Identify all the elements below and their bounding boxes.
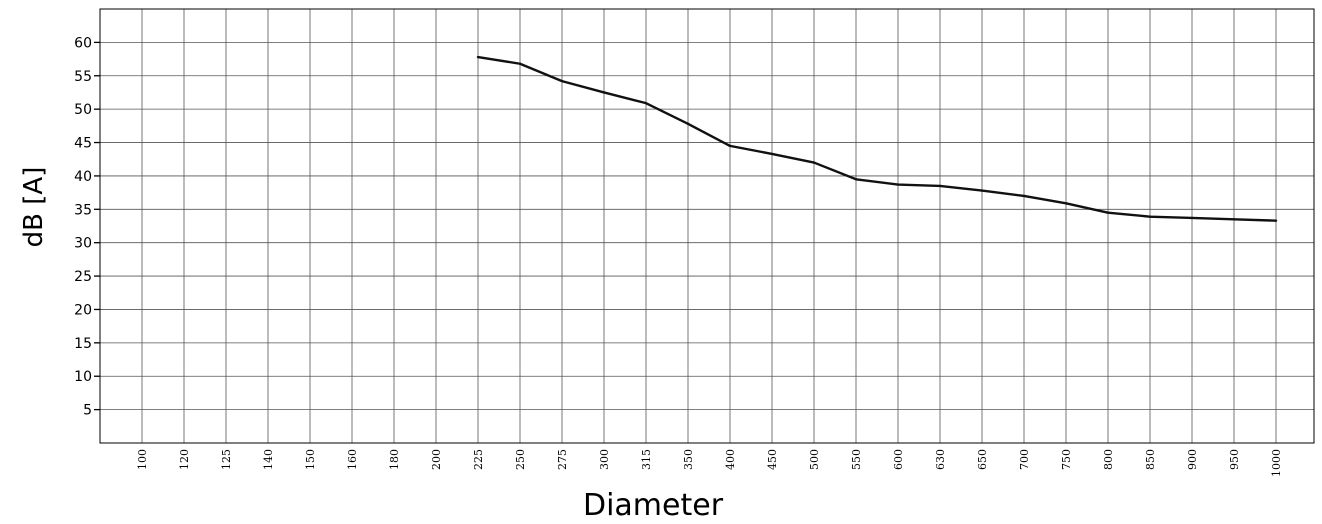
plot-frame (99, 8, 1315, 444)
x-tick-label: 800 (1102, 449, 1115, 470)
x-tick-label: 100 (136, 449, 149, 470)
x-tick-label: 315 (640, 449, 653, 470)
y-tick-label: 30 (74, 236, 92, 252)
x-tick-label: 140 (262, 449, 275, 470)
data-point (896, 183, 900, 186)
grid-lines (100, 9, 1314, 443)
x-tick-label: 160 (346, 449, 359, 470)
y-tick-label: 50 (74, 102, 92, 118)
data-point (560, 79, 564, 83)
data-point (1064, 202, 1068, 205)
data-point (980, 189, 984, 192)
x-tick-label: 400 (724, 449, 737, 470)
data-point (686, 122, 690, 126)
x-tick-label: 225 (472, 449, 485, 470)
y-axis-ticks: 5 10 15 20 25 30 35 40 45 50 55 60 (74, 35, 100, 419)
series-line (477, 55, 1277, 222)
x-tick-label: 550 (850, 449, 863, 470)
x-tick-label: 630 (934, 449, 947, 470)
x-tick-label: 700 (1018, 449, 1031, 470)
x-tick-label: 250 (514, 449, 527, 470)
data-point (476, 55, 480, 59)
y-tick-label: 55 (74, 69, 92, 85)
y-tick-label: 5 (83, 403, 92, 419)
y-tick-label: 60 (74, 35, 92, 51)
y-tick-label: 25 (74, 269, 92, 285)
x-tick-label: 750 (1060, 449, 1073, 470)
series-group (476, 55, 1278, 222)
data-point (518, 62, 522, 65)
data-point (854, 178, 858, 181)
data-point (938, 184, 942, 188)
data-point (1274, 219, 1278, 222)
data-point (602, 91, 606, 94)
x-tick-label: 180 (388, 449, 401, 470)
x-tick-label: 200 (430, 449, 443, 470)
x-tick-label: 120 (178, 449, 191, 470)
y-tick-label: 45 (74, 136, 92, 152)
y-tick-label: 15 (74, 336, 92, 352)
data-point (1022, 194, 1026, 198)
x-tick-label: 950 (1228, 449, 1241, 470)
y-tick-label: 35 (74, 202, 92, 218)
data-point (1190, 216, 1194, 220)
x-axis-ticks: 100 120 125 140 150 160 180 200 225 250 275 300 315 3… (136, 449, 1283, 477)
x-tick-label: 600 (892, 449, 905, 470)
x-tick-label: 450 (766, 449, 779, 470)
y-axis-title: dB [A] (19, 167, 49, 248)
data-point (812, 161, 816, 164)
x-tick-label: 500 (808, 449, 821, 470)
x-tick-label: 300 (598, 449, 611, 470)
x-tick-label: 125 (220, 449, 233, 470)
y-tick-label: 40 (74, 169, 92, 185)
data-point (1106, 211, 1110, 214)
data-point (728, 144, 732, 148)
x-tick-label: 850 (1144, 449, 1157, 470)
x-tick-label: 650 (976, 449, 989, 470)
data-point (644, 101, 648, 105)
x-tick-label: 150 (304, 449, 317, 470)
x-axis-title: Diameter (583, 488, 724, 523)
x-tick-label: 350 (682, 449, 695, 470)
data-point (1148, 215, 1152, 218)
data-point (1232, 218, 1236, 221)
x-tick-label: 275 (556, 449, 569, 470)
y-tick-label: 10 (74, 369, 92, 385)
x-tick-label: 1000 (1270, 449, 1283, 477)
y-tick-label: 20 (74, 302, 92, 318)
x-tick-label: 900 (1186, 449, 1199, 470)
data-point (770, 152, 774, 156)
